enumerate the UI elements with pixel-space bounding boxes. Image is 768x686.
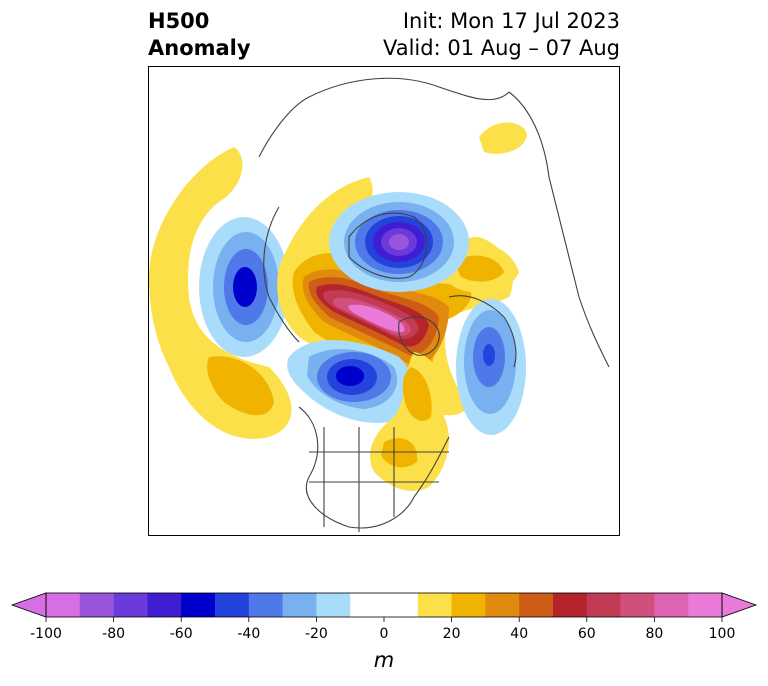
negative-anomaly-alaska bbox=[199, 217, 289, 357]
map-title-line2: Anomaly bbox=[148, 36, 251, 60]
colorbar-segment bbox=[485, 593, 520, 617]
colorbar-tick-label: -100 bbox=[30, 626, 62, 642]
colorbar-tick-label: -40 bbox=[237, 626, 260, 642]
positive-anomaly-pacific bbox=[149, 147, 292, 439]
colorbar-segment bbox=[113, 593, 148, 617]
colorbar-segment bbox=[451, 593, 486, 617]
colorbar-segments bbox=[46, 593, 723, 617]
colorbar-tick-label: 100 bbox=[709, 626, 736, 642]
colorbar-tick-label: -80 bbox=[102, 626, 125, 642]
colorbar-segment bbox=[417, 593, 452, 617]
colorbar-tick-label: -60 bbox=[170, 626, 193, 642]
colorbar-unit: m bbox=[373, 648, 395, 672]
colorbar-segment bbox=[46, 593, 81, 617]
colorbar-tick-label: 80 bbox=[645, 626, 663, 642]
map-title-line1: H500 bbox=[148, 9, 210, 33]
colorbar-tick-label: 60 bbox=[578, 626, 596, 642]
init-time-label: Init: Mon 17 Jul 2023 bbox=[402, 9, 620, 33]
map-canvas bbox=[149, 77, 610, 532]
colorbar-tick-label: 0 bbox=[380, 626, 389, 642]
negative-anomaly-canada bbox=[287, 340, 418, 423]
colorbar-segment bbox=[620, 593, 655, 617]
colorbar-segment bbox=[79, 593, 114, 617]
colorbar-segment bbox=[248, 593, 283, 617]
colorbar-extend-low bbox=[10, 592, 47, 618]
colorbar-segment bbox=[553, 593, 588, 617]
colorbar-segment bbox=[147, 593, 182, 617]
colorbar-segment bbox=[654, 593, 689, 617]
valid-time-label: Valid: 01 Aug – 07 Aug bbox=[382, 36, 620, 60]
colorbar-segment bbox=[688, 593, 723, 617]
colorbar-extend-high bbox=[721, 592, 758, 618]
colorbar-tick-label: 40 bbox=[510, 626, 528, 642]
colorbar-tick-label: 20 bbox=[443, 626, 461, 642]
negative-anomaly-polar bbox=[329, 192, 469, 292]
negative-anomaly-europe bbox=[456, 299, 526, 435]
colorbar-segment bbox=[215, 593, 250, 617]
anomaly-map bbox=[148, 66, 620, 536]
map-subtitle: Init: Mon 17 Jul 2023 Valid: 01 Aug – 07… bbox=[383, 8, 620, 62]
colorbar-segment bbox=[181, 593, 216, 617]
colorbar-segment bbox=[282, 593, 317, 617]
positive-anomaly-atlantic bbox=[370, 352, 449, 492]
colorbar-ticks: -100 -80 -60 -40 -20 0 20 40 60 80 100 bbox=[30, 617, 735, 642]
colorbar-segment bbox=[350, 593, 419, 617]
colorbar-segment bbox=[519, 593, 554, 617]
map-title: H500 Anomaly bbox=[148, 8, 251, 62]
coastlines bbox=[258, 77, 610, 532]
colorbar: -100 -80 -60 -40 -20 0 20 40 60 80 100 bbox=[10, 592, 758, 642]
colorbar-segment bbox=[586, 593, 621, 617]
colorbar-segment bbox=[316, 593, 351, 617]
colorbar-tick-label: -20 bbox=[305, 626, 328, 642]
